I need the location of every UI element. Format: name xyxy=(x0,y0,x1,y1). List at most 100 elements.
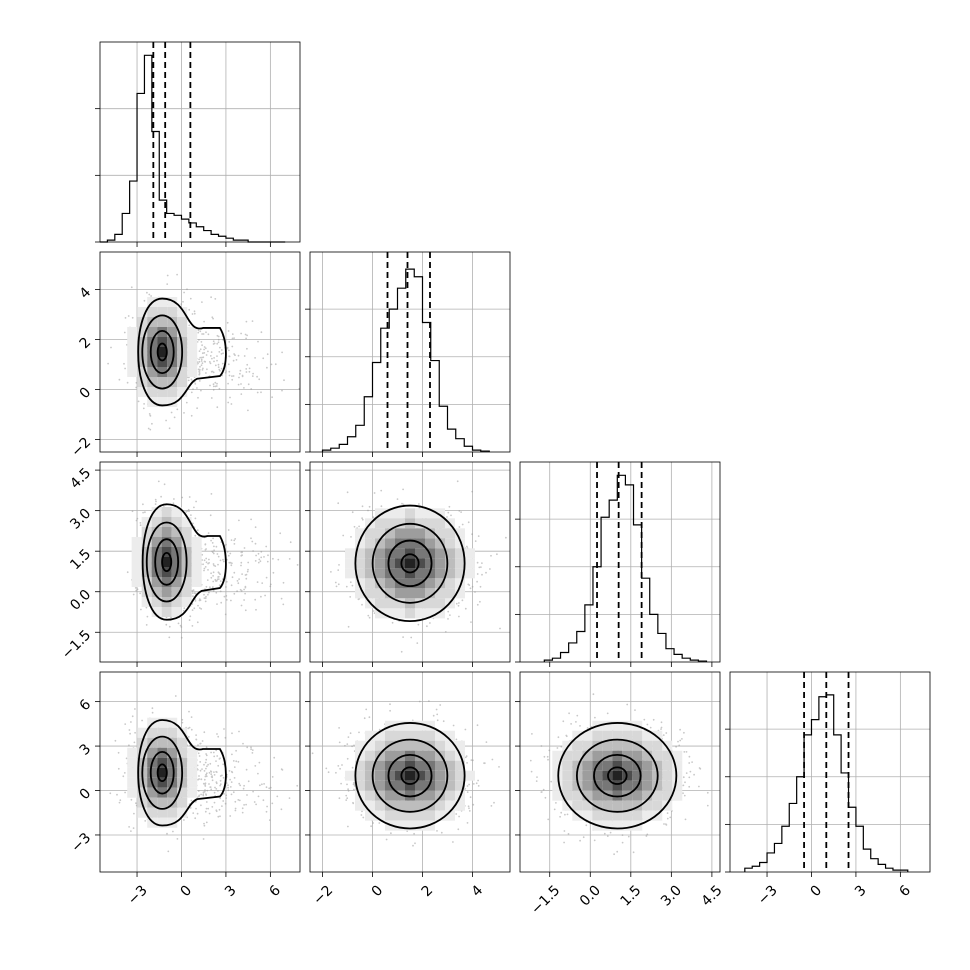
density-cell xyxy=(141,527,152,537)
density-cell xyxy=(455,760,465,771)
y-tick-label: 1.5 xyxy=(67,546,94,573)
density-cell xyxy=(622,740,633,751)
density-cell xyxy=(395,750,405,761)
scatter-frame xyxy=(99,671,301,873)
density-cell xyxy=(415,770,425,781)
density-cell xyxy=(157,327,168,337)
density-cell xyxy=(425,730,435,741)
density-cell xyxy=(455,568,465,579)
density-cell xyxy=(445,528,455,539)
density-cell xyxy=(171,597,182,607)
density-cell xyxy=(167,817,178,828)
density-cell xyxy=(445,810,455,821)
density-cell xyxy=(405,558,415,569)
density-cell xyxy=(405,528,415,539)
density-cell xyxy=(435,508,445,519)
density-cell xyxy=(171,607,182,617)
density-cell xyxy=(385,588,395,599)
density-cell xyxy=(445,750,455,761)
density-cell xyxy=(181,597,192,607)
density-cell xyxy=(672,780,683,791)
density-cell xyxy=(137,367,148,377)
density-cell xyxy=(602,760,613,771)
density-cell xyxy=(612,760,623,771)
density-cell xyxy=(662,790,673,801)
density-layer xyxy=(109,695,299,853)
density-cell xyxy=(415,790,425,801)
density-cell xyxy=(435,750,445,761)
density-cell xyxy=(622,790,633,801)
x-tick-label: −1.5 xyxy=(528,882,563,917)
density-cell xyxy=(141,587,152,597)
density-cell xyxy=(375,740,385,751)
y-tick-label: 3.0 xyxy=(67,506,94,533)
density-cell xyxy=(365,810,375,821)
density-cell xyxy=(455,558,465,569)
density-cell xyxy=(465,558,475,569)
density-cell xyxy=(171,517,182,527)
density-cell xyxy=(355,568,365,579)
x-tick-label: 3 xyxy=(222,882,240,900)
contour-line-4 xyxy=(400,766,420,785)
density-cell xyxy=(572,760,583,771)
density-cell xyxy=(187,337,198,347)
density-cell xyxy=(405,740,415,751)
density-cell xyxy=(415,740,425,751)
density-cell xyxy=(445,588,455,599)
histogram-panel-3 xyxy=(515,461,721,667)
histogram-panel-1 xyxy=(95,41,301,247)
density-cell xyxy=(642,750,653,761)
density-cell xyxy=(425,558,435,569)
density-cell xyxy=(147,767,158,778)
density-cell xyxy=(435,538,445,549)
density-cell xyxy=(592,810,603,821)
density-cell xyxy=(147,787,158,798)
density-cell xyxy=(167,347,178,357)
density-cell xyxy=(445,730,455,741)
density-cell xyxy=(131,537,142,547)
y-tick-label: 4.5 xyxy=(67,465,94,492)
density-cell xyxy=(602,800,613,811)
density-cell xyxy=(395,760,405,771)
density-cell xyxy=(345,558,355,569)
density-cell xyxy=(435,568,445,579)
density-cell xyxy=(395,780,405,791)
x-tick-label: 3.0 xyxy=(658,882,685,909)
density-cell xyxy=(572,750,583,761)
density-cell xyxy=(455,588,465,599)
density-cell xyxy=(405,508,415,519)
density-cell xyxy=(365,750,375,761)
density-cell xyxy=(365,740,375,751)
density-cell xyxy=(355,558,365,569)
density-cell xyxy=(465,568,475,579)
density-cell xyxy=(622,820,633,831)
contour-line-4 xyxy=(156,342,168,362)
density-cell xyxy=(612,820,623,831)
density-cell xyxy=(365,548,375,559)
density-cell xyxy=(395,518,405,529)
density-cell xyxy=(445,740,455,751)
density-cell xyxy=(582,760,593,771)
density-cell xyxy=(137,807,148,818)
density-cell xyxy=(662,780,673,791)
density-cell xyxy=(632,800,643,811)
density-cell xyxy=(642,800,653,811)
density-cell xyxy=(157,777,168,788)
y-tick-label: 2 xyxy=(77,334,95,352)
density-cell xyxy=(425,598,435,609)
density-cell xyxy=(415,528,425,539)
density-cell xyxy=(592,730,603,741)
density-cell xyxy=(171,557,182,567)
x-tick-label: 2 xyxy=(419,882,437,900)
density-cell xyxy=(151,517,162,527)
density-cell xyxy=(622,720,633,731)
density-cell xyxy=(147,387,158,397)
density-cell xyxy=(167,377,178,387)
contour-line-3 xyxy=(154,538,180,586)
density-cell xyxy=(415,730,425,741)
density-cell xyxy=(127,777,138,788)
density-cell xyxy=(582,800,593,811)
contour-line-3 xyxy=(149,751,175,795)
density-cell xyxy=(435,780,445,791)
x-tick-label: 0 xyxy=(808,882,826,900)
